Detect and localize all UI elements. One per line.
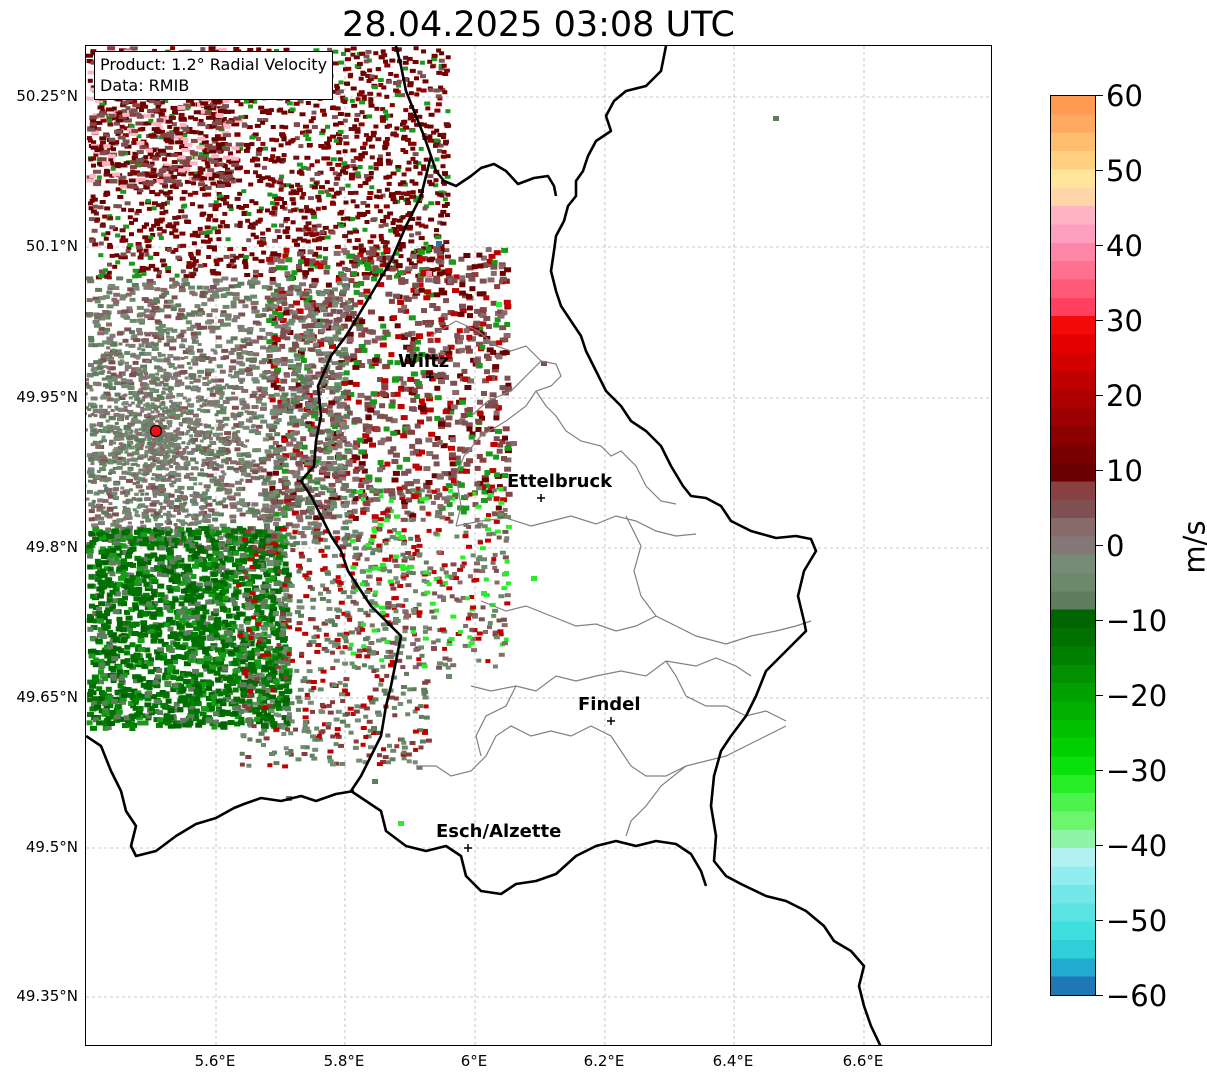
ettelbruck-marker <box>537 494 545 502</box>
radar-site-marker[interactable] <box>149 424 163 438</box>
lat-tick-label: 49.8°N <box>25 538 78 556</box>
national-borders <box>86 46 882 1045</box>
colorbar-tick-label: −30 <box>1106 754 1168 788</box>
colorbar-tick <box>1096 95 1103 96</box>
lon-tick-label: 5.6°E <box>194 1052 236 1070</box>
lat-tick-label: 49.35°N <box>16 987 78 1005</box>
colorbar-tick-label: −20 <box>1106 679 1168 713</box>
colorbar-tick-label: −50 <box>1106 904 1168 938</box>
velocity-colorbar <box>1050 95 1096 996</box>
colorbar-tick-label: 20 <box>1106 379 1143 413</box>
colorbar-tick <box>1096 245 1103 246</box>
colorbar-tick <box>1096 620 1103 621</box>
colorbar-tick-label: 50 <box>1106 154 1143 188</box>
colorbar-tick-label: −40 <box>1106 829 1168 863</box>
colorbar-tick <box>1096 320 1103 321</box>
lat-tick-label: 49.95°N <box>16 388 78 406</box>
colorbar-tick <box>1096 920 1103 921</box>
lat-tick-label: 50.1°N <box>25 237 78 255</box>
map-title: 28.04.2025 03:08 UTC <box>342 5 735 45</box>
lon-tick-label: 6.2°E <box>583 1052 625 1070</box>
lat-tick-label: 50.25°N <box>16 87 78 105</box>
colorbar-tick-label: 0 <box>1106 529 1125 563</box>
city-label-esch: Esch/Alzette <box>436 821 562 842</box>
colorbar-tick-label: 10 <box>1106 454 1143 488</box>
lon-tick-label: 6°E <box>460 1052 488 1070</box>
city-markers <box>426 373 615 852</box>
findel-marker <box>607 717 615 725</box>
colorbar-tick <box>1096 695 1103 696</box>
data-source-label: Data: RMIB <box>100 76 190 95</box>
lat-tick-label: 49.65°N <box>16 688 78 706</box>
colorbar-tick <box>1096 470 1103 471</box>
esch-marker <box>464 844 472 852</box>
colorbar-tick <box>1096 845 1103 846</box>
product-info-box: Product: 1.2° Radial Velocity Data: RMIB <box>94 51 334 100</box>
colorbar-tick <box>1096 170 1103 171</box>
colorbar-tick <box>1096 770 1103 771</box>
lon-tick-label: 5.8°E <box>323 1052 365 1070</box>
lon-tick-label: 6.6°E <box>842 1052 884 1070</box>
city-label-findel: Findel <box>578 694 641 715</box>
city-label-wiltz: Wiltz <box>398 351 450 372</box>
lat-tick-label: 49.5°N <box>25 838 78 856</box>
colorbar-tick-label: −10 <box>1106 604 1168 638</box>
canton-borders <box>416 320 812 837</box>
map-canvas[interactable] <box>86 46 992 1046</box>
radar-map[interactable] <box>85 45 992 1046</box>
colorbar-tick <box>1096 995 1103 996</box>
radar-echoes <box>86 46 779 826</box>
colorbar-tick-label: 30 <box>1106 304 1143 338</box>
lon-tick-label: 6.4°E <box>712 1052 754 1070</box>
product-label: Product: 1.2° Radial Velocity <box>100 55 328 74</box>
colorbar-tick <box>1096 545 1103 546</box>
colorbar-tick-label: 60 <box>1106 79 1143 113</box>
wiltz-marker <box>426 373 434 381</box>
colorbar-tick-label: 40 <box>1106 229 1143 263</box>
colorbar-tick <box>1096 395 1103 396</box>
colorbar-unit-label: m/s <box>1177 520 1207 574</box>
city-label-ettelbruck: Ettelbruck <box>507 471 613 492</box>
colorbar-tick-label: −60 <box>1106 979 1168 1013</box>
